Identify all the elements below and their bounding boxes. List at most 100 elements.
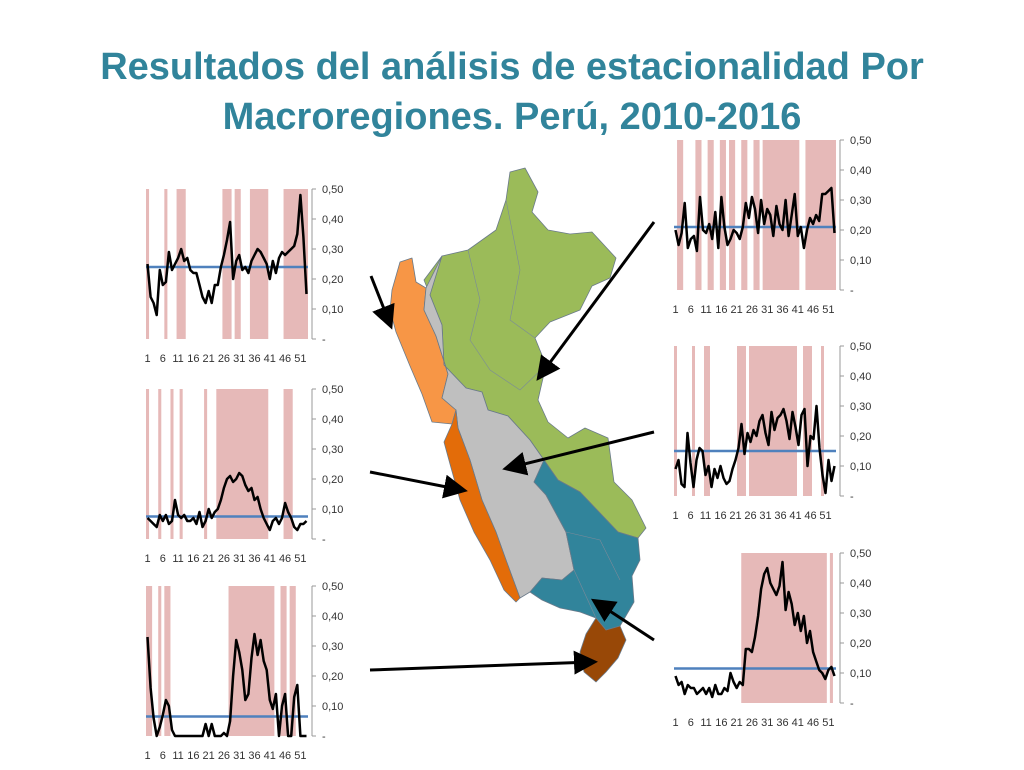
y-tick-label: 0,40 <box>850 578 871 590</box>
x-tick-label: 16 <box>714 510 726 522</box>
x-tick-label: 36 <box>248 553 260 565</box>
x-tick-label: 41 <box>264 750 276 762</box>
x-tick-label: 11 <box>172 750 183 762</box>
y-tick-label: 0,20 <box>322 474 343 486</box>
x-tick-label: 11 <box>700 717 711 729</box>
x-tick-label: 16 <box>715 717 727 729</box>
x-tick-label: 11 <box>700 510 711 522</box>
x-tick-label: 51 <box>294 553 306 565</box>
y-tick-label: 0,10 <box>850 668 871 680</box>
x-tick-label: 1 <box>144 750 150 762</box>
x-tick-label: 31 <box>233 553 245 565</box>
x-tick-label: 31 <box>761 717 773 729</box>
x-tick-label: 41 <box>792 717 804 729</box>
season-band <box>763 140 800 290</box>
y-tick-label: 0,50 <box>850 135 871 147</box>
x-tick-label: 21 <box>731 717 743 729</box>
y-tick-label: 0,50 <box>850 548 871 560</box>
x-tick-label: 31 <box>233 750 245 762</box>
x-tick-label: 46 <box>804 510 816 522</box>
x-tick-label: 51 <box>294 353 306 365</box>
x-tick-label: 1 <box>672 304 678 316</box>
x-tick-label: 21 <box>203 553 215 565</box>
x-tick-label: 26 <box>746 717 758 729</box>
x-tick-label: 51 <box>822 304 834 316</box>
slide-title: Resultados del análisis de estacionalida… <box>60 42 964 142</box>
y-tick-label: 0,10 <box>850 255 871 267</box>
x-tick-label: 11 <box>172 353 183 365</box>
season-band <box>708 140 714 290</box>
x-tick-label: 1 <box>144 353 150 365</box>
x-tick-label: 1 <box>672 510 678 522</box>
y-tick-label: - <box>322 334 326 346</box>
x-tick-label: 46 <box>279 750 291 762</box>
y-tick-label: 0,30 <box>850 195 871 207</box>
y-tick-label: 0,20 <box>850 225 871 237</box>
x-tick-label: 6 <box>688 717 694 729</box>
x-tick-label: 26 <box>218 553 230 565</box>
season-band <box>674 346 677 496</box>
y-tick-label: 0,40 <box>322 214 343 226</box>
x-tick-label: 51 <box>294 750 306 762</box>
title-line-2: Macroregiones. Perú, 2010-2016 <box>223 96 802 138</box>
x-tick-label: 21 <box>203 353 215 365</box>
x-tick-label: 46 <box>279 353 291 365</box>
x-tick-label: 26 <box>218 353 230 365</box>
y-tick-label: 0,10 <box>850 461 871 473</box>
x-tick-label: 36 <box>248 353 260 365</box>
y-tick-label: - <box>322 534 326 546</box>
x-tick-label: 51 <box>822 717 834 729</box>
y-tick-label: 0,20 <box>850 431 871 443</box>
x-tick-label: 6 <box>688 304 694 316</box>
season-band <box>222 189 231 339</box>
y-tick-label: 0,20 <box>850 638 871 650</box>
x-tick-label: 41 <box>264 553 276 565</box>
y-tick-label: - <box>850 698 854 710</box>
x-tick-label: 21 <box>203 750 215 762</box>
x-tick-label: 21 <box>731 304 743 316</box>
y-tick-label: 0,40 <box>322 414 343 426</box>
y-tick-label: 0,30 <box>322 641 343 653</box>
y-tick-label: 0,50 <box>850 341 871 353</box>
x-tick-label: 31 <box>761 304 773 316</box>
x-tick-label: 11 <box>172 553 183 565</box>
y-tick-label: - <box>322 731 326 743</box>
x-tick-label: 1 <box>672 717 678 729</box>
x-tick-label: 41 <box>792 304 804 316</box>
x-tick-label: 6 <box>687 510 693 522</box>
y-tick-label: 0,30 <box>850 401 871 413</box>
y-tick-label: 0,50 <box>322 581 343 593</box>
y-tick-label: - <box>850 285 854 297</box>
y-tick-label: 0,40 <box>850 165 871 177</box>
season-band <box>737 346 746 496</box>
y-tick-label: 0,50 <box>322 184 343 196</box>
y-tick-label: 0,30 <box>322 444 343 456</box>
x-tick-label: 36 <box>774 510 786 522</box>
x-tick-label: 46 <box>807 717 819 729</box>
y-tick-label: 0,30 <box>850 608 871 620</box>
x-tick-label: 11 <box>700 304 711 316</box>
x-tick-label: 46 <box>279 553 291 565</box>
x-tick-label: 16 <box>715 304 727 316</box>
x-tick-label: 31 <box>759 510 771 522</box>
x-tick-label: 6 <box>160 353 166 365</box>
y-tick-label: 0,40 <box>322 611 343 623</box>
x-tick-label: 1 <box>144 553 150 565</box>
map-region-sur-costa <box>580 618 626 682</box>
y-tick-label: 0,10 <box>322 504 343 516</box>
x-tick-label: 6 <box>160 553 166 565</box>
x-tick-label: 16 <box>187 553 199 565</box>
x-tick-label: 36 <box>776 304 788 316</box>
x-tick-label: 16 <box>187 750 199 762</box>
x-tick-label: 6 <box>160 750 166 762</box>
